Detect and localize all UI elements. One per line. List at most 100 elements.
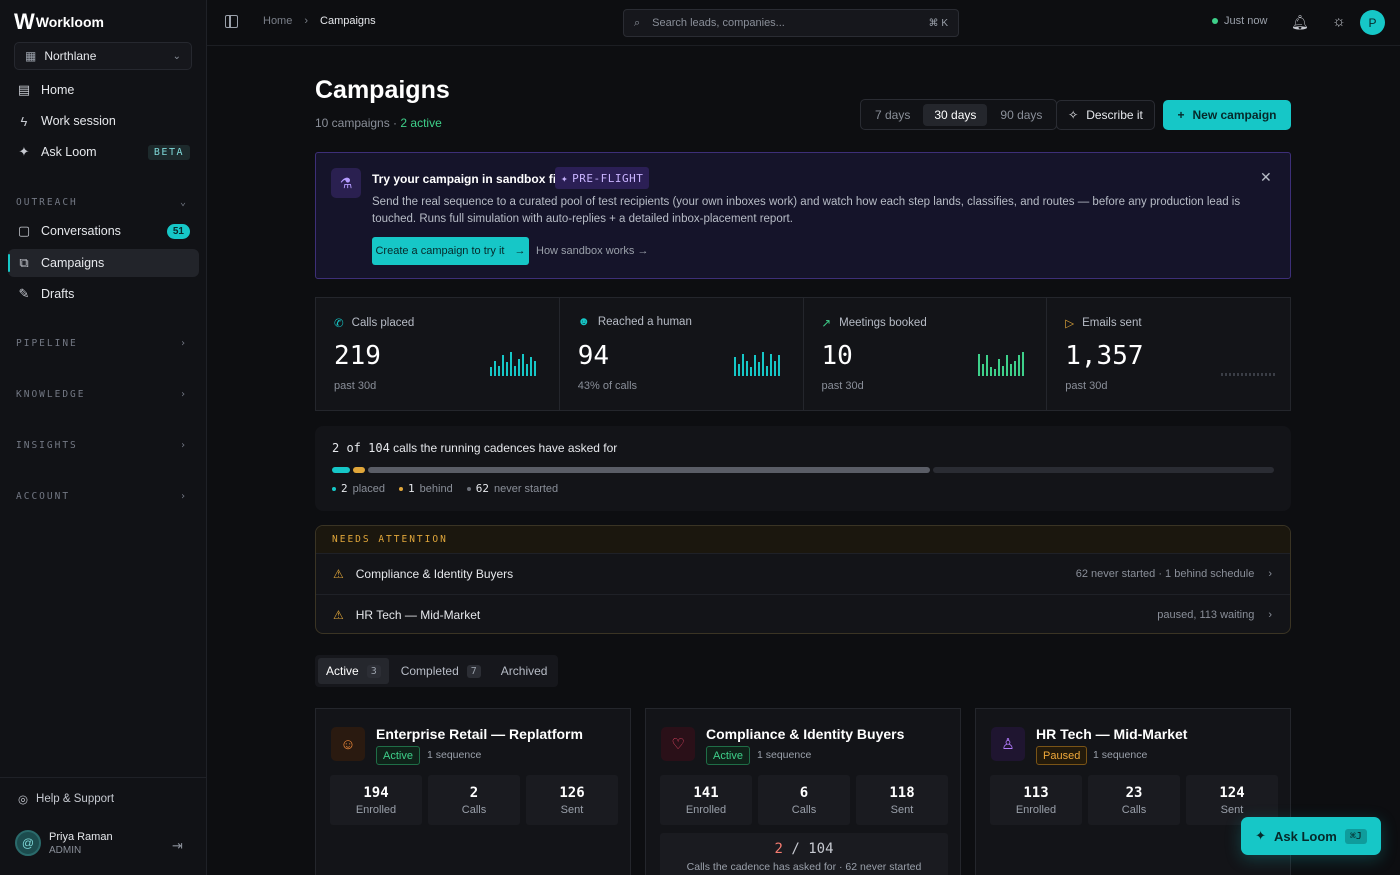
attention-meta: 62 never started · 1 behind schedule xyxy=(1075,568,1255,580)
nav-home[interactable]: ▤ Home xyxy=(8,76,199,104)
section-account[interactable]: ACCOUNT › xyxy=(16,491,188,502)
nav-drafts[interactable]: ✎ Drafts xyxy=(8,280,199,308)
sparkline-bar xyxy=(1273,373,1276,376)
section-pipeline[interactable]: PIPELINE › xyxy=(16,338,188,349)
chat-icon: ▢ xyxy=(17,223,31,238)
sparkline-bar xyxy=(985,355,988,376)
stat-calls-placed[interactable]: ✆ Calls placed 219 past 30d xyxy=(316,298,560,410)
sparkline-bar xyxy=(1233,373,1236,376)
logo[interactable]: W Workloom xyxy=(14,9,104,35)
help-support-link[interactable]: ◎ Help & Support xyxy=(18,792,114,806)
nav-ask-loom[interactable]: ✦ Ask Loom BETA xyxy=(8,138,199,166)
tab-completed[interactable]: Completed 7 xyxy=(393,658,489,684)
panel-toggle-icon[interactable] xyxy=(225,15,238,28)
metric-value: 6 xyxy=(799,784,809,801)
stat-label: ↗ Meetings booked xyxy=(822,316,927,330)
section-outreach[interactable]: OUTREACH ⌄ xyxy=(16,197,188,208)
sparkline-bar xyxy=(977,354,980,376)
attention-row[interactable]: ⚠ Compliance & Identity Buyers 62 never … xyxy=(316,553,1290,594)
sequence-count: 1 sequence xyxy=(1093,749,1148,761)
sun-icon[interactable]: ☼ xyxy=(1332,13,1346,30)
campaign-title: HR Tech — Mid-Market xyxy=(1036,726,1188,742)
users-icon: ☺ xyxy=(331,727,365,761)
sparkline-bar xyxy=(989,367,992,376)
bell-icon[interactable]: 🔔︎ xyxy=(1291,14,1309,30)
ask-loom-shortcut: ⌘J xyxy=(1344,828,1367,844)
cadence-call-caption: Calls the cadence has asked for · 62 nev… xyxy=(686,861,922,873)
create-campaign-try-button[interactable]: Create a campaign to try it → xyxy=(372,237,529,265)
nav-work-session-label: Work session xyxy=(41,114,116,128)
campaign-metrics: 113 Enrolled 23 Calls 124 Sent xyxy=(990,775,1278,825)
sequence-count: 1 sequence xyxy=(427,749,482,761)
range-90-days[interactable]: 90 days xyxy=(1000,107,1043,122)
org-switcher[interactable]: ▦ Northlane ⌄ xyxy=(14,42,192,70)
close-icon[interactable]: ✕ xyxy=(1260,169,1272,185)
page-title: Campaigns xyxy=(315,76,450,104)
range-30-days[interactable]: 30 days xyxy=(923,103,988,126)
nav-campaigns-label: Campaigns xyxy=(41,256,105,270)
sandbox-title: Try your campaign in sandbox first xyxy=(372,172,572,186)
logout-icon[interactable]: ⇥ xyxy=(172,838,183,853)
avatar[interactable]: P xyxy=(1360,10,1385,35)
cadence-progress-card: 2 of 104 calls the running cadences have… xyxy=(315,426,1291,511)
cadence-call-count: 2 / 104 xyxy=(660,841,948,857)
section-insights[interactable]: INSIGHTS › xyxy=(16,440,188,451)
stat-emails-sent[interactable]: ▷ Emails sent 1,357 past 30d xyxy=(1047,298,1290,410)
sync-status[interactable]: Just now xyxy=(1212,15,1267,27)
beta-badge: BETA xyxy=(147,144,190,160)
search-input[interactable]: ⌕ Search leads, companies... ⌘ K xyxy=(623,9,959,37)
sparkline-bar xyxy=(522,354,524,376)
metric-value: 113 xyxy=(1023,784,1049,801)
sparkline-bar xyxy=(981,364,984,376)
sparkline-bar xyxy=(502,355,504,376)
breadcrumb-home[interactable]: Home xyxy=(263,15,293,27)
progress-title-num: 2 of 104 xyxy=(332,441,390,455)
help-label: Help & Support xyxy=(36,793,115,805)
user-profile[interactable]: @ Priya Raman ADMIN xyxy=(15,830,113,856)
describe-it-button[interactable]: ✧ Describe it xyxy=(1056,100,1155,130)
stat-value: 1,357 xyxy=(1065,341,1144,371)
sequence-count: 1 sequence xyxy=(757,749,812,761)
tab-label: Active xyxy=(326,664,359,678)
attention-row[interactable]: ⚠ HR Tech — Mid-Market paused, 113 waiti… xyxy=(316,594,1290,633)
range-7-days[interactable]: 7 days xyxy=(875,107,911,122)
nav-work-session[interactable]: ϟ Work session xyxy=(8,107,199,135)
how-sandbox-works-link[interactable]: How sandbox works → xyxy=(536,245,649,257)
sparkline-bar xyxy=(1229,373,1232,376)
nav-conversations[interactable]: ▢ Conversations 51 xyxy=(8,217,199,245)
campaign-card[interactable]: ♙ HR Tech — Mid-Market Paused 1 sequence… xyxy=(975,708,1291,875)
tab-archived[interactable]: Archived xyxy=(493,658,556,684)
nav-campaigns[interactable]: ⧉ Campaigns xyxy=(8,249,199,277)
sparkline xyxy=(977,348,1032,376)
metric-enrolled: 113 Enrolled xyxy=(990,775,1082,825)
campaign-metrics: 194 Enrolled 2 Calls 126 Sent xyxy=(330,775,618,825)
sparkline-bar xyxy=(757,362,760,376)
describe-it-label: Describe it xyxy=(1086,108,1143,122)
legend-placed: 2 placed xyxy=(332,482,385,495)
sparkline-bar xyxy=(1237,373,1240,376)
stat-meetings-booked[interactable]: ↗ Meetings booked 10 past 30d xyxy=(804,298,1048,410)
campaign-icon: ⧉ xyxy=(19,255,29,270)
sparkle-icon: ✦ xyxy=(561,171,569,185)
tab-label: Completed xyxy=(400,664,459,678)
metric-label: Sent xyxy=(560,803,584,816)
heart-icon: ♡ xyxy=(661,727,695,761)
attention-name: HR Tech — Mid-Market xyxy=(355,608,481,622)
stat-reached-human[interactable]: ☻ Reached a human 94 43% of calls xyxy=(560,298,804,410)
tab-active[interactable]: Active 3 xyxy=(318,658,389,684)
calls-total: / 104 xyxy=(782,841,834,857)
breadcrumb-current: Campaigns xyxy=(320,15,376,27)
new-campaign-button[interactable]: + New campaign xyxy=(1163,100,1291,130)
needs-attention-heading: NEEDS ATTENTION xyxy=(316,526,1290,553)
metric-label: Sent xyxy=(890,803,914,816)
sparkline-bar xyxy=(1221,373,1224,376)
campaign-card[interactable]: ☺ Enterprise Retail — Replatform Active … xyxy=(315,708,631,875)
sparkline-bar xyxy=(1245,373,1248,376)
metric-calls: 2 Calls xyxy=(428,775,520,825)
sparkline-bar xyxy=(1257,373,1260,376)
section-knowledge[interactable]: KNOWLEDGE › xyxy=(16,389,188,400)
sandbox-banner: ⚗ Try your campaign in sandbox first ✦ P… xyxy=(315,152,1291,279)
chevron-right-icon: › xyxy=(179,491,188,502)
ask-loom-button[interactable]: ✦ Ask Loom ⌘J xyxy=(1241,817,1381,855)
campaign-card[interactable]: ♡ Compliance & Identity Buyers Active 1 … xyxy=(645,708,961,875)
